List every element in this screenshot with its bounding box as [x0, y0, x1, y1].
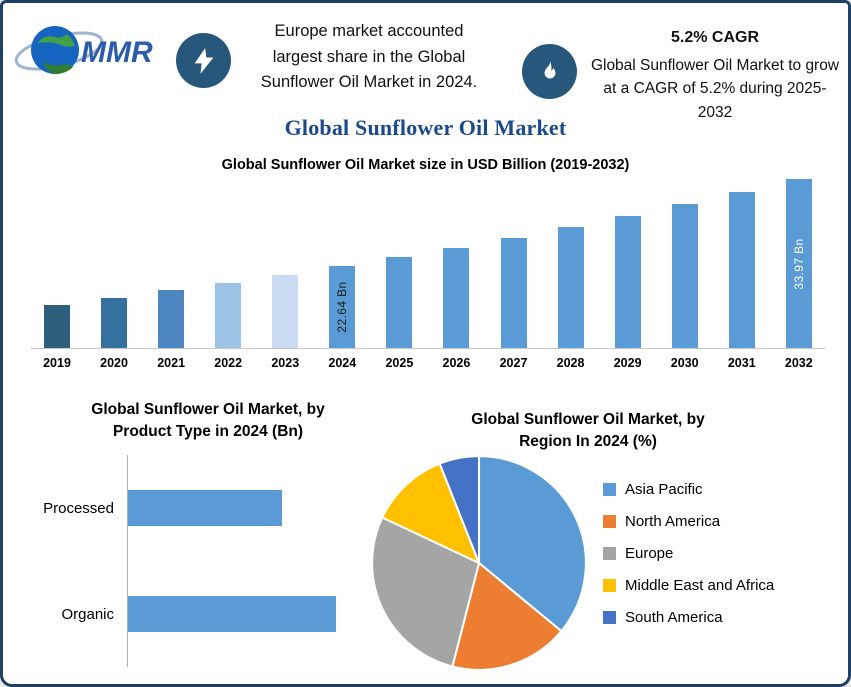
main-bar-chart: 22.64 Bn 33.97 Bn	[31, 179, 825, 349]
product-row-organic: Organic	[31, 594, 383, 634]
bar-track	[127, 595, 383, 633]
x-axis-label-2023: 2023	[271, 356, 300, 370]
bar-2024: 22.64 Bn	[329, 266, 356, 348]
flame-glyph	[544, 60, 555, 78]
legend-label: Asia Pacific	[625, 481, 703, 498]
logo-text: MMR	[81, 36, 153, 69]
legend-swatch	[603, 547, 616, 560]
x-axis-label-2031: 2031	[727, 356, 756, 370]
product-chart-title: Global Sunflower Oil Market, by Product …	[91, 401, 325, 440]
globe-icon: MMR	[14, 26, 153, 74]
page-title: Global Sunflower Oil Market	[284, 115, 567, 140]
legend-item-middle-east-and-africa: Middle East and Africa	[603, 577, 774, 594]
bar-2029	[614, 216, 641, 348]
lightning-icon	[176, 33, 231, 88]
legend-swatch	[603, 515, 616, 528]
bar-2031	[728, 192, 755, 348]
x-axis-label-2032: 2032	[784, 356, 813, 370]
x-axis-label-2019: 2019	[43, 356, 71, 370]
x-axis-label-2030: 2030	[670, 356, 699, 370]
cagr-text: Global Sunflower Oil Market to grow at a…	[590, 57, 840, 121]
product-row-processed: Processed	[31, 488, 383, 528]
x-axis-label-2026: 2026	[442, 356, 471, 370]
bar-track	[127, 489, 383, 527]
left-callout-text: Europe market accounted largest share in…	[260, 22, 478, 92]
bar-2021	[158, 290, 185, 348]
lightning-glyph	[194, 47, 213, 74]
bar-2019	[44, 304, 70, 348]
legend-item-north-america: North America	[603, 513, 774, 530]
x-axis-label-2027: 2027	[499, 356, 528, 370]
legend-label: Middle East and Africa	[625, 577, 775, 594]
x-axis-label-2020: 2020	[100, 356, 128, 370]
x-axis-label-2028: 2028	[556, 356, 585, 370]
legend-swatch	[603, 483, 616, 496]
x-axis-label-2021: 2021	[157, 356, 186, 370]
bar-value-label-2032: 33.97 Bn	[791, 237, 806, 290]
cagr-callout: 5.2% CAGR Global Sunflower Oil Market to…	[589, 29, 841, 124]
hbar-organic	[128, 596, 336, 632]
legend-swatch	[603, 579, 616, 592]
region-pie-chart	[371, 455, 587, 671]
category-label-processed: Processed	[43, 499, 114, 517]
pie-slice-asia-pacific	[477, 455, 587, 633]
legend-label: South America	[625, 609, 723, 626]
x-axis-label-2025: 2025	[385, 356, 414, 370]
bar-2023	[272, 275, 299, 348]
main-chart-title: Global Sunflower Oil Market size in USD …	[221, 157, 630, 173]
legend-swatch	[603, 611, 616, 624]
bar-2020	[101, 298, 128, 348]
hbar-processed	[128, 490, 282, 526]
legend-label: North America	[625, 513, 721, 530]
legend-item-south-america: South America	[603, 609, 774, 626]
bar-2027	[500, 237, 527, 348]
flame-icon	[522, 44, 577, 99]
product-bar-chart: Processed Organic	[31, 455, 383, 667]
bar-value-label-2024: 22.64 Bn	[335, 281, 350, 333]
bar-2026	[443, 247, 470, 348]
bar-2022	[215, 282, 242, 348]
legend-label: Europe	[625, 545, 674, 562]
pie-slice-middle-east-and-africa	[380, 462, 481, 566]
bar-2030	[671, 204, 698, 348]
legend-item-asia-pacific: Asia Pacific	[603, 481, 774, 498]
category-label-organic: Organic	[61, 605, 114, 623]
bar-2032: 33.97 Bn	[785, 179, 812, 348]
x-axis-label-2022: 2022	[214, 356, 243, 370]
mmr-logo: MMR	[13, 17, 171, 88]
x-axis-label-2024: 2024	[328, 356, 357, 370]
pie-slice-europe	[371, 516, 481, 668]
bar-2025	[386, 257, 413, 348]
region-legend: Asia Pacific North America Europe Middle Ea…	[603, 481, 774, 626]
cagr-heading: 5.2% CAGR	[670, 29, 760, 46]
pie-slice-north-america	[451, 561, 563, 671]
x-axis-label-2029: 2029	[613, 356, 642, 370]
legend-item-europe: Europe	[603, 545, 774, 562]
main-bar-chart-xlabels: 2019 2020 2021 2022 2023 2024 2025 2026 2027 2028…	[31, 356, 825, 370]
pie-slice-south-america	[438, 455, 481, 564]
bar-2028	[557, 227, 584, 348]
region-chart-title: Global Sunflower Oil Market, by Region I…	[471, 411, 705, 450]
